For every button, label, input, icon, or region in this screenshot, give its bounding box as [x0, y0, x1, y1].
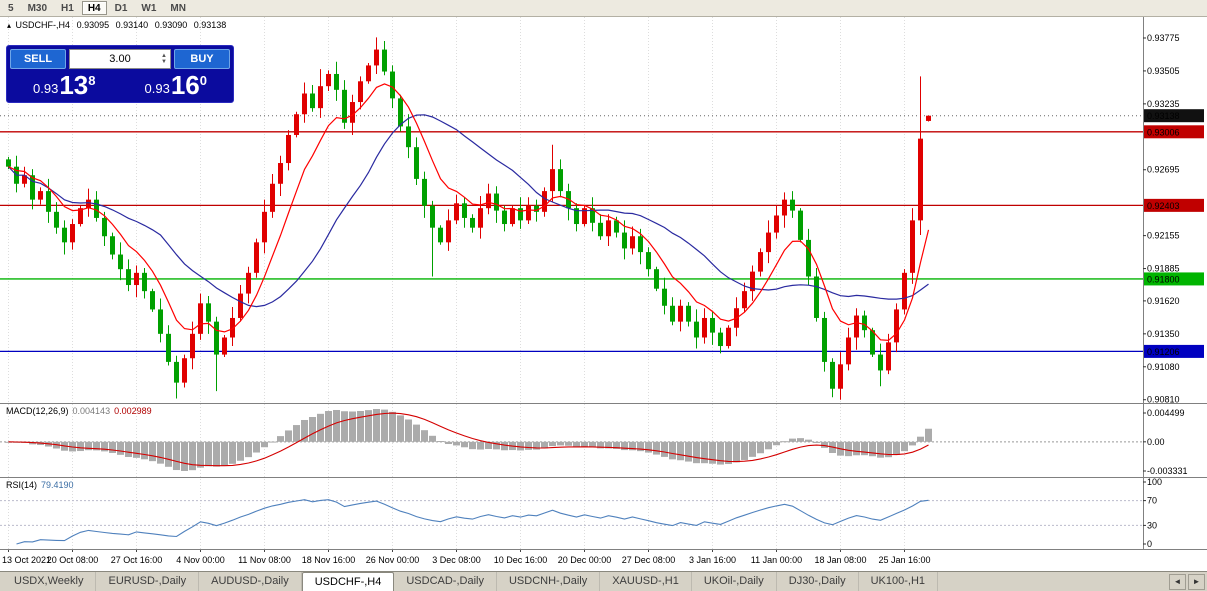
tab-uk100-h1[interactable]: UK100-,H1 — [859, 572, 939, 591]
rsi-axis: 100 70 30 0 — [1143, 477, 1162, 549]
moving-averages — [8, 83, 930, 342]
horizontal-level-lines — [0, 115, 1143, 353]
svg-text:0.00: 0.00 — [1147, 437, 1165, 447]
tab-usdcnh-daily[interactable]: USDCNH-,Daily — [497, 572, 601, 591]
tab-usdcad-daily[interactable]: USDCAD-,Daily — [394, 572, 497, 591]
tab-audusd-daily[interactable]: AUDUSD-,Daily — [199, 572, 302, 591]
tab-scroll-arrows: ◄ ► — [1169, 572, 1205, 591]
tab-xauusd-h1[interactable]: XAUUSD-,H1 — [600, 572, 692, 591]
svg-text:0: 0 — [1147, 539, 1152, 549]
volume-down-button[interactable]: ▼ — [161, 59, 167, 65]
svg-text:3 Dec 08:00: 3 Dec 08:00 — [432, 555, 481, 565]
symbol-tabs: USDX,Weekly EURUSD-,Daily AUDUSD-,Daily USD… — [0, 572, 939, 591]
symbol-tab-bar: USDX,Weekly EURUSD-,Daily AUDUSD-,Daily USD… — [0, 571, 1207, 591]
svg-text:0.92403: 0.92403 — [1147, 201, 1180, 211]
svg-text:30: 30 — [1147, 520, 1157, 530]
timeframe-button-h4[interactable]: H4 — [81, 1, 107, 15]
timeframe-button-w1[interactable]: W1 — [135, 1, 162, 15]
ohlc-close: 0.93138 — [193, 20, 227, 30]
volume-stepper[interactable]: 3.00 ▲ ▼ — [69, 49, 171, 69]
svg-text:0.004499: 0.004499 — [1147, 408, 1185, 418]
tab-eurusd-daily[interactable]: EURUSD-,Daily — [96, 572, 200, 591]
svg-text:18 Jan 08:00: 18 Jan 08:00 — [814, 555, 866, 565]
svg-text:26 Nov 00:00: 26 Nov 00:00 — [366, 555, 420, 565]
chart-marker-icon: ▴ — [7, 21, 12, 30]
svg-text:3 Jan 16:00: 3 Jan 16:00 — [689, 555, 736, 565]
svg-text:0.91885: 0.91885 — [1147, 264, 1180, 274]
macd-indicator-label: MACD(12,26,9) 0.004143 0.002989 — [6, 406, 152, 416]
svg-text:18 Nov 16:00: 18 Nov 16:00 — [302, 555, 356, 565]
chart-header: ▴ USDCHF-,H4 0.93095 0.93140 0.93090 0.9… — [7, 20, 230, 30]
svg-text:20 Oct 08:00: 20 Oct 08:00 — [47, 555, 99, 565]
svg-text:0.91800: 0.91800 — [1147, 274, 1180, 284]
svg-text:70: 70 — [1147, 496, 1157, 506]
svg-text:0.93006: 0.93006 — [1147, 127, 1180, 137]
chart-symbol: USDCHF-,H4 — [15, 20, 71, 30]
svg-text:0.93235: 0.93235 — [1147, 99, 1180, 109]
buy-button[interactable]: BUY — [174, 49, 230, 69]
svg-text:0.92155: 0.92155 — [1147, 231, 1180, 241]
rsi-indicator-label: RSI(14) 79.4190 — [6, 480, 74, 490]
candles — [6, 37, 931, 400]
svg-text:11 Jan 00:00: 11 Jan 00:00 — [751, 555, 802, 565]
svg-text:0.93138: 0.93138 — [1147, 111, 1180, 121]
svg-text:-0.003331: -0.003331 — [1147, 466, 1188, 476]
svg-text:100: 100 — [1147, 477, 1162, 487]
svg-text:0.91350: 0.91350 — [1147, 329, 1180, 339]
volume-value[interactable]: 3.00 — [109, 53, 131, 65]
one-click-trading-panel: SELL 3.00 ▲ ▼ BUY 0.93 13 8 0.93 16 0 — [6, 45, 234, 103]
svg-text:27 Dec 08:00: 27 Dec 08:00 — [622, 555, 676, 565]
tabs-scroll-left-button[interactable]: ◄ — [1169, 574, 1186, 590]
ohlc-high: 0.93140 — [115, 20, 149, 30]
svg-text:0.92695: 0.92695 — [1147, 165, 1180, 175]
macd-axis: 0.004499 0.00 -0.003331 — [1143, 408, 1188, 476]
timeframe-button-mn[interactable]: MN — [164, 1, 192, 15]
timeframe-button-d1[interactable]: D1 — [109, 1, 134, 15]
buy-price[interactable]: 0.93 16 0 — [144, 70, 207, 100]
svg-text:0.91206: 0.91206 — [1147, 347, 1180, 357]
pane-borders — [0, 17, 1207, 550]
rsi-pane — [0, 499, 1143, 545]
tab-usdx-weekly[interactable]: USDX,Weekly — [2, 572, 97, 591]
timeframe-button-5[interactable]: 5 — [2, 1, 20, 15]
ohlc-low: 0.93090 — [154, 20, 188, 30]
svg-text:11 Nov 08:00: 11 Nov 08:00 — [238, 555, 291, 565]
svg-text:4 Nov 00:00: 4 Nov 00:00 — [176, 555, 225, 565]
svg-text:0.90810: 0.90810 — [1147, 395, 1180, 405]
svg-text:27 Oct 16:00: 27 Oct 16:00 — [111, 555, 163, 565]
svg-text:20 Dec 00:00: 20 Dec 00:00 — [558, 555, 612, 565]
timeframe-toolbar: 5 M30 H1 H4 D1 W1 MN — [0, 0, 1207, 17]
volume-up-button[interactable]: ▲ — [161, 53, 167, 59]
timeframe-button-h1[interactable]: H1 — [55, 1, 80, 15]
svg-text:13 Oct 2021: 13 Oct 2021 — [2, 555, 51, 565]
svg-text:0.93505: 0.93505 — [1147, 66, 1180, 76]
tab-usdchf-h4[interactable]: USDCHF-,H4 — [301, 572, 395, 591]
svg-text:0.93775: 0.93775 — [1147, 33, 1180, 43]
price-axis: 0.93775 0.93505 0.93235 0.92695 0.92155 0.918… — [1143, 33, 1204, 405]
svg-text:0.91080: 0.91080 — [1147, 362, 1180, 372]
svg-text:10 Dec 16:00: 10 Dec 16:00 — [494, 555, 548, 565]
tab-dj30-daily[interactable]: DJ30-,Daily — [777, 572, 859, 591]
sell-button[interactable]: SELL — [10, 49, 66, 69]
svg-text:0.91620: 0.91620 — [1147, 296, 1180, 306]
macd-pane — [0, 409, 1143, 471]
svg-text:25 Jan 16:00: 25 Jan 16:00 — [878, 555, 930, 565]
tabs-scroll-right-button[interactable]: ► — [1188, 574, 1205, 590]
chart-area: 13 Oct 2021 20 Oct 08:00 27 Oct 16:00 4 Nov… — [0, 17, 1207, 571]
ohlc-open: 0.93095 — [76, 20, 110, 30]
tab-ukoil-daily[interactable]: UKOil-,Daily — [692, 572, 777, 591]
timeframe-button-m30[interactable]: M30 — [22, 1, 53, 15]
sell-price[interactable]: 0.93 13 8 — [33, 70, 96, 100]
